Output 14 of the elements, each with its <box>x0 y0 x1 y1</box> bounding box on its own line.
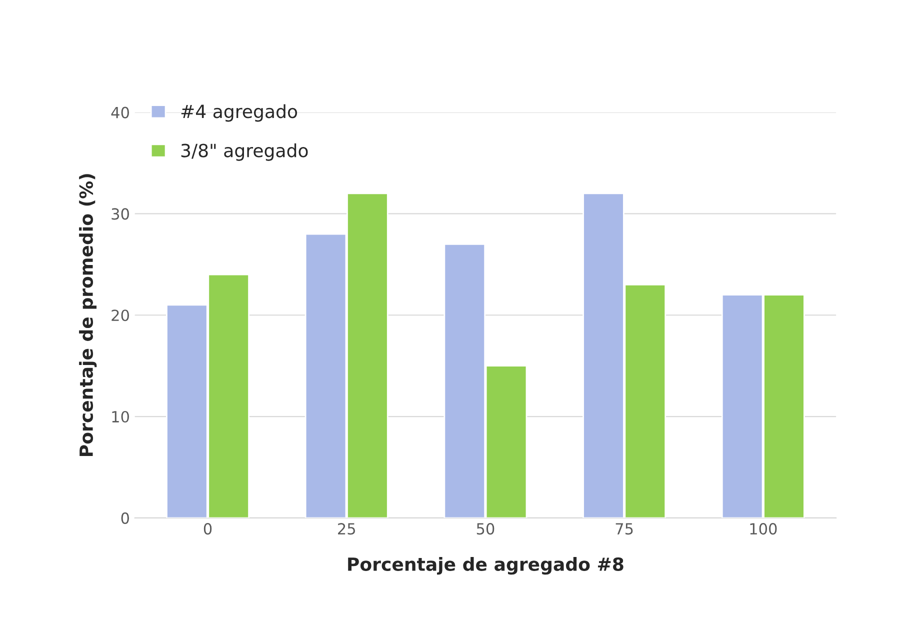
legend-label: 3/8" agregado <box>181 143 308 161</box>
y-tick-label: 20 <box>112 310 129 322</box>
y-tick-label: 40 <box>111 106 129 118</box>
legend-label: #4 agregado <box>181 104 298 122</box>
x-tick-label: 25 <box>338 523 355 535</box>
y-tick-label: 30 <box>112 208 129 220</box>
y-axis-title: Porcentaje de promedio (%) <box>79 174 97 456</box>
x-tick-label: 0 <box>204 523 212 535</box>
x-tick-label: 100 <box>750 523 777 535</box>
y-tick-label: 10 <box>112 410 129 423</box>
x-tick-label: 50 <box>476 523 494 535</box>
x-axis-title: Porcentaje de agregado #8 <box>348 557 624 575</box>
x-tick-label: 75 <box>616 523 633 535</box>
y-tick-label: 0 <box>121 512 129 524</box>
